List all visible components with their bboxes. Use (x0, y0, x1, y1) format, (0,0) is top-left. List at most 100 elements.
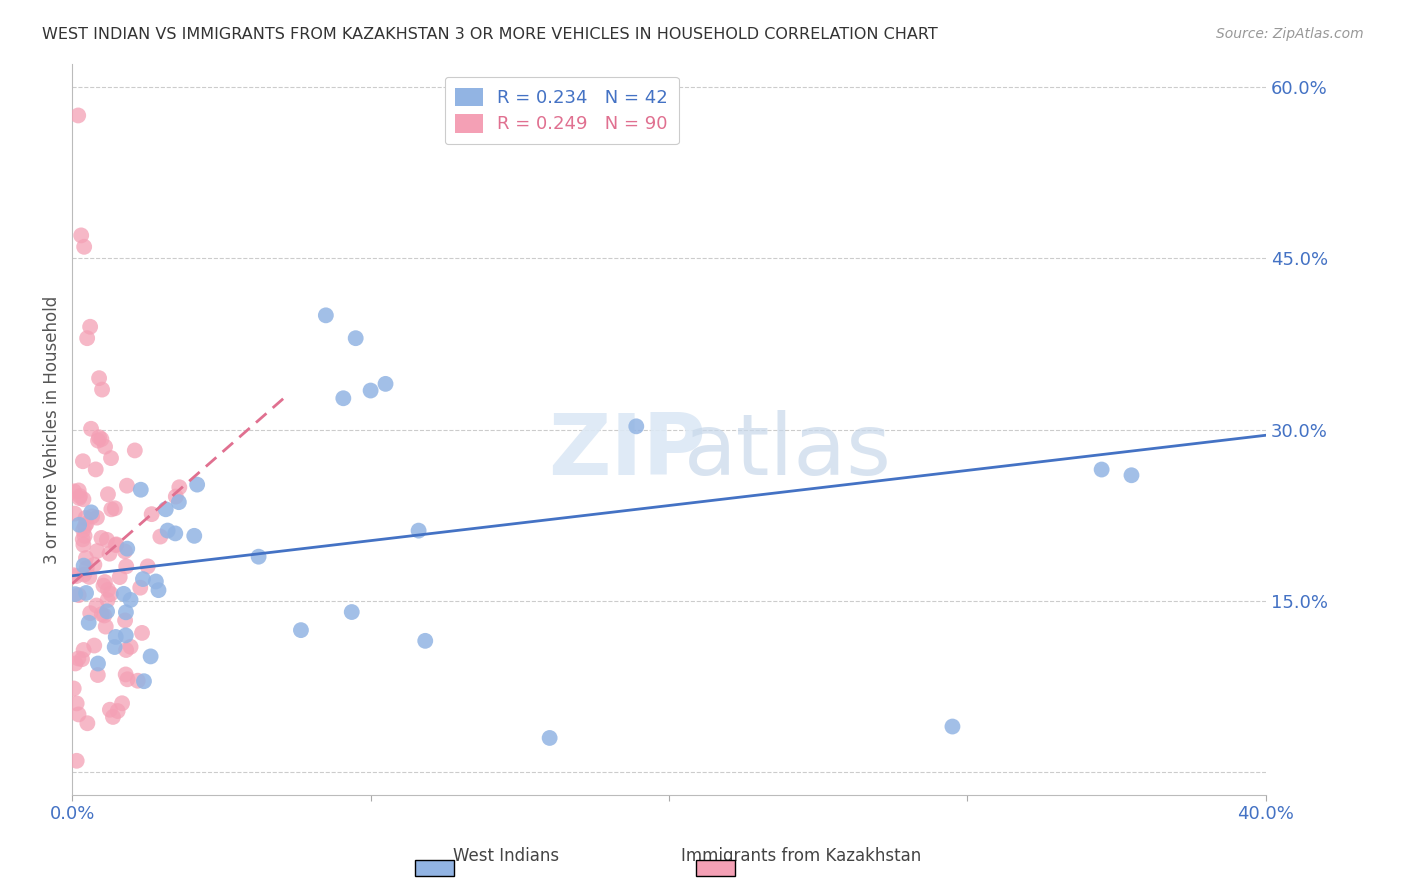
Point (941, 719, 963, 733)
Point (115, 478, 138, 492)
Text: ZIP: ZIP (548, 410, 706, 493)
Point (62, 568, 84, 582)
Point (115, 559, 138, 574)
Point (149, 530, 172, 544)
Point (83, 639, 105, 653)
Point (67, 108, 90, 122)
Point (101, 710, 124, 724)
Point (107, 704, 129, 718)
Point (117, 673, 139, 687)
Point (169, 480, 191, 494)
Point (94, 619, 117, 633)
Point (127, 673, 149, 688)
Point (69, 489, 91, 503)
Point (65, 657, 87, 671)
Point (97, 582, 120, 597)
Legend: R = 0.234   N = 42, R = 0.249   N = 90: R = 0.234 N = 42, R = 0.249 N = 90 (444, 77, 679, 145)
Point (340, 605, 363, 619)
Point (136, 559, 159, 574)
Point (90, 607, 112, 622)
Point (77, 615, 100, 630)
Point (96, 604, 118, 618)
Point (114, 667, 136, 681)
Point (87, 434, 110, 448)
Point (139, 649, 162, 664)
Point (124, 443, 146, 458)
Point (80, 509, 103, 524)
Point (1121, 468, 1143, 483)
Point (67, 491, 90, 505)
Point (72, 454, 94, 468)
Point (120, 593, 142, 607)
Point (413, 633, 436, 648)
Text: atlas: atlas (685, 410, 893, 493)
Point (111, 696, 134, 710)
Point (290, 623, 312, 637)
Point (72, 643, 94, 657)
Point (80, 422, 103, 436)
Point (108, 570, 131, 584)
Point (86, 544, 108, 558)
Point (72, 492, 94, 507)
Point (120, 640, 142, 654)
Point (115, 605, 138, 619)
Point (344, 331, 367, 345)
Point (105, 537, 128, 551)
Point (93, 578, 115, 592)
Y-axis label: 3 or more Vehicles in Household: 3 or more Vehicles in Household (44, 295, 60, 564)
Point (145, 574, 167, 589)
Point (100, 587, 122, 601)
Point (79, 319, 101, 334)
Point (129, 581, 152, 595)
Point (90, 432, 112, 446)
Text: West Indians: West Indians (453, 847, 560, 865)
Text: Source: ZipAtlas.com: Source: ZipAtlas.com (1216, 27, 1364, 41)
Point (97, 487, 120, 501)
Point (87, 371, 110, 385)
Point (72, 538, 94, 552)
Point (67, 517, 90, 532)
Point (104, 640, 127, 654)
Point (91, 383, 114, 397)
Point (72, 533, 94, 547)
Point (408, 524, 430, 538)
Point (115, 541, 138, 556)
Point (65, 569, 87, 583)
Point (67, 588, 90, 602)
Point (132, 674, 155, 689)
Point (73, 567, 96, 582)
Point (186, 477, 208, 491)
Point (75, 586, 97, 600)
Point (315, 309, 337, 323)
Point (131, 626, 153, 640)
Point (73, 529, 96, 543)
Point (63, 484, 86, 499)
Point (360, 384, 382, 398)
Point (148, 583, 170, 598)
Point (93, 608, 115, 623)
Point (183, 529, 205, 543)
Point (96, 593, 118, 607)
Point (76, 331, 98, 345)
Point (114, 544, 136, 558)
Point (104, 630, 127, 644)
Point (66, 754, 89, 768)
Point (90, 531, 112, 545)
Point (83, 558, 105, 572)
Point (374, 376, 396, 391)
Point (87, 657, 110, 671)
Point (70, 228, 93, 243)
Point (86, 599, 108, 613)
Point (98, 547, 121, 561)
Point (155, 502, 177, 516)
Point (538, 731, 561, 745)
Point (75, 511, 97, 525)
Point (129, 483, 152, 497)
Point (112, 587, 135, 601)
Point (115, 643, 138, 657)
Point (132, 572, 155, 586)
Point (87, 668, 110, 682)
Point (114, 614, 136, 628)
Point (100, 502, 122, 516)
Point (332, 391, 354, 405)
